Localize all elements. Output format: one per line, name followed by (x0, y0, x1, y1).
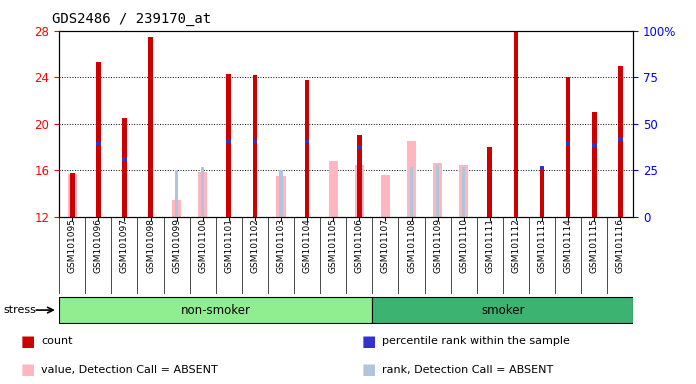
Bar (618, 137, 623, 141)
Text: GSM101112: GSM101112 (512, 218, 521, 273)
Text: GSM101103: GSM101103 (276, 218, 285, 273)
Text: GSM101099: GSM101099 (172, 218, 181, 273)
Bar (357, 136, 362, 217)
Text: ■: ■ (21, 362, 35, 377)
Bar (462, 167, 466, 217)
Bar (539, 166, 544, 217)
Bar (514, 19, 519, 217)
Bar (253, 75, 258, 217)
Bar (410, 167, 413, 217)
Text: GSM101095: GSM101095 (68, 218, 77, 273)
Text: rank, Detection Call = ABSENT: rank, Detection Call = ABSENT (382, 365, 553, 375)
Bar (122, 118, 127, 217)
Bar (305, 139, 310, 143)
Bar (487, 147, 492, 217)
Bar (68, 174, 77, 217)
Bar (198, 172, 207, 217)
Bar (96, 142, 101, 146)
Bar (122, 157, 127, 161)
Bar (618, 66, 623, 217)
Text: count: count (41, 336, 72, 346)
Bar (592, 143, 596, 147)
Bar (372, 297, 633, 323)
Text: ■: ■ (362, 334, 376, 349)
Text: GSM101116: GSM101116 (616, 218, 625, 273)
Bar (329, 161, 338, 217)
Bar (279, 170, 283, 217)
Text: stress: stress (3, 305, 36, 315)
Bar (148, 36, 153, 217)
Bar (381, 175, 390, 217)
Text: smoker: smoker (481, 304, 525, 316)
Bar (459, 165, 468, 217)
Text: GSM101105: GSM101105 (329, 218, 338, 273)
Text: GSM101097: GSM101097 (120, 218, 129, 273)
Text: value, Detection Call = ABSENT: value, Detection Call = ABSENT (41, 365, 218, 375)
Text: GSM101101: GSM101101 (224, 218, 233, 273)
Text: GSM101100: GSM101100 (198, 218, 207, 273)
Text: percentile rank within the sample: percentile rank within the sample (382, 336, 570, 346)
Bar (70, 173, 74, 217)
Text: ■: ■ (21, 334, 35, 349)
Bar (253, 139, 258, 143)
Bar (592, 112, 596, 217)
Bar (305, 79, 310, 217)
Text: ■: ■ (362, 362, 376, 377)
Bar (201, 167, 205, 217)
Bar (172, 200, 181, 217)
Text: GSM101113: GSM101113 (537, 218, 546, 273)
Text: GSM101104: GSM101104 (303, 218, 312, 273)
Text: GSM101106: GSM101106 (355, 218, 364, 273)
Text: GSM101102: GSM101102 (251, 218, 260, 273)
Bar (96, 62, 101, 217)
Text: GSM101114: GSM101114 (564, 218, 573, 273)
Bar (566, 77, 571, 217)
Text: GSM101098: GSM101098 (146, 218, 155, 273)
Bar (355, 165, 364, 217)
Text: GDS2486 / 239170_at: GDS2486 / 239170_at (52, 12, 212, 25)
Text: non-smoker: non-smoker (181, 304, 251, 316)
Bar (276, 176, 285, 217)
Bar (566, 142, 571, 146)
Text: GSM101111: GSM101111 (485, 218, 494, 273)
Text: GSM101110: GSM101110 (459, 218, 468, 273)
Bar (59, 297, 372, 323)
Text: GSM101107: GSM101107 (381, 218, 390, 273)
Bar (175, 170, 178, 217)
Text: GSM101096: GSM101096 (94, 218, 103, 273)
Bar (357, 146, 362, 149)
Text: GSM101109: GSM101109 (433, 218, 442, 273)
Bar (539, 166, 544, 170)
Bar (226, 139, 231, 143)
Bar (436, 165, 439, 217)
Bar (433, 164, 442, 217)
Bar (226, 74, 231, 217)
Text: GSM101108: GSM101108 (407, 218, 416, 273)
Bar (407, 141, 416, 217)
Text: GSM101115: GSM101115 (590, 218, 599, 273)
